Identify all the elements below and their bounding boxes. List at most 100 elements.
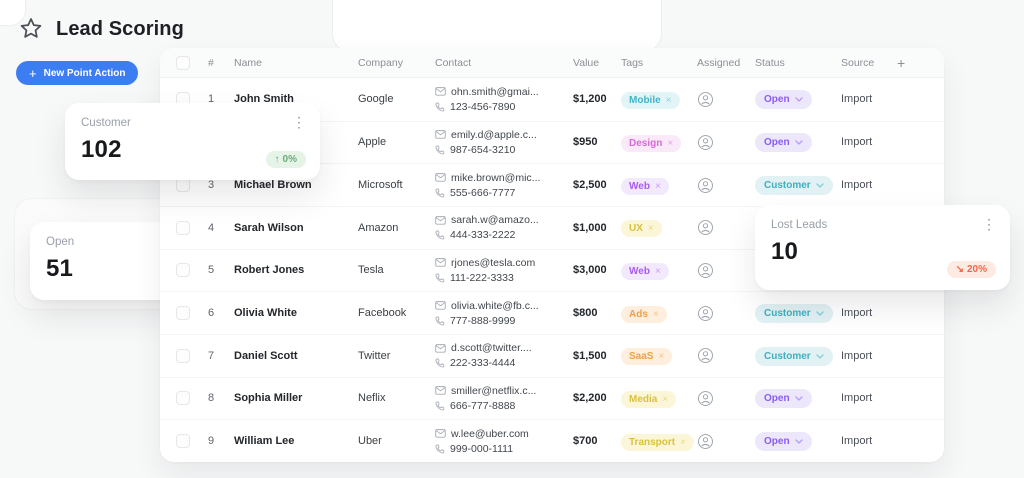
background-card-decoration bbox=[332, 0, 662, 52]
lead-contact: smiller@netflix.c... 666-777-8888 bbox=[435, 385, 573, 412]
phone-icon bbox=[435, 316, 445, 326]
lead-company: Facebook bbox=[358, 307, 407, 320]
leads-table: # Name Company Contact Value Tags Assign… bbox=[160, 48, 944, 462]
assignee-avatar-icon[interactable] bbox=[697, 177, 714, 194]
status-dropdown[interactable]: Customer bbox=[755, 304, 833, 324]
status-label: Customer bbox=[764, 350, 811, 362]
tag-pill[interactable]: SaaS × bbox=[621, 348, 673, 366]
status-dropdown[interactable]: Open bbox=[755, 90, 812, 110]
tag-pill[interactable]: Media × bbox=[621, 390, 677, 408]
tag-label: Transport bbox=[629, 436, 676, 448]
assigned-cell bbox=[697, 433, 755, 450]
tag-remove-icon[interactable]: × bbox=[680, 436, 686, 448]
contact-email: mike.brown@mic... bbox=[435, 172, 573, 184]
row-checkbox[interactable] bbox=[176, 391, 190, 406]
select-all-checkbox[interactable] bbox=[176, 55, 190, 70]
lead-company: Neflix bbox=[358, 392, 386, 405]
tag-remove-icon[interactable]: × bbox=[662, 393, 669, 405]
row-checkbox[interactable] bbox=[176, 348, 190, 363]
status-dropdown[interactable]: Customer bbox=[755, 176, 833, 196]
row-checkbox[interactable] bbox=[176, 220, 190, 235]
lead-company: Tesla bbox=[358, 264, 384, 277]
tag-remove-icon[interactable]: × bbox=[667, 137, 674, 149]
status-dropdown[interactable]: Open bbox=[755, 389, 812, 409]
new-point-action-button[interactable]: + New Point Action bbox=[16, 61, 139, 85]
status-dropdown[interactable]: Customer bbox=[755, 346, 833, 366]
assignee-avatar-icon[interactable] bbox=[697, 347, 714, 364]
email-icon bbox=[435, 130, 446, 140]
column-header-name: Name bbox=[234, 56, 263, 69]
assignee-avatar-icon[interactable] bbox=[697, 390, 714, 407]
assignee-avatar-icon[interactable] bbox=[697, 134, 714, 151]
row-checkbox[interactable] bbox=[176, 178, 190, 193]
row-checkbox[interactable] bbox=[176, 263, 190, 278]
lead-contact: sarah.w@amazo... 444-333-2222 bbox=[435, 214, 573, 241]
tags-cell: Ads × bbox=[621, 304, 697, 323]
page-header: Lead Scoring bbox=[18, 16, 184, 42]
add-column-button[interactable]: + bbox=[897, 54, 906, 71]
row-checkbox[interactable] bbox=[176, 306, 190, 321]
tag-remove-icon[interactable]: × bbox=[654, 265, 661, 277]
tag-pill[interactable]: Ads × bbox=[621, 305, 667, 323]
tag-pill[interactable]: Web × bbox=[621, 177, 669, 195]
tag-remove-icon[interactable]: × bbox=[665, 94, 672, 106]
assigned-cell bbox=[697, 262, 755, 279]
phone-text: 777-888-9999 bbox=[450, 314, 516, 327]
column-header-contact: Contact bbox=[435, 56, 472, 69]
contact-email: rjones@tesla.com bbox=[435, 257, 573, 269]
stat-label: Lost Leads bbox=[771, 219, 828, 231]
stat-card-customer: Customer ⋮ 102 ↑ 0% bbox=[65, 103, 320, 180]
row-number: 3 bbox=[208, 179, 215, 192]
card-menu-button[interactable]: ⋮ bbox=[982, 216, 996, 232]
tag-remove-icon[interactable]: × bbox=[658, 351, 665, 363]
tag-pill[interactable]: Web × bbox=[621, 262, 669, 280]
lead-source: Import bbox=[841, 392, 873, 405]
assignee-avatar-icon[interactable] bbox=[697, 305, 714, 322]
contact-phone: 777-888-9999 bbox=[435, 315, 573, 327]
table-row: 1 John Smith Google ohn.smith@gmai... 12… bbox=[160, 78, 944, 121]
tag-remove-icon[interactable]: × bbox=[647, 223, 654, 235]
status-dropdown[interactable]: Open bbox=[755, 432, 812, 452]
assignee-avatar-icon[interactable] bbox=[697, 433, 714, 450]
column-header-status: Status bbox=[755, 56, 785, 69]
tag-label: UX bbox=[629, 223, 643, 235]
tags-cell: Media × bbox=[621, 389, 697, 408]
table-row: 6 Olivia White Facebook olivia.white@fb.… bbox=[160, 291, 944, 334]
lead-contact: emily.d@apple.c... 987-654-3210 bbox=[435, 129, 573, 156]
status-label: Customer bbox=[764, 308, 811, 320]
status-label: Open bbox=[764, 94, 790, 106]
assignee-avatar-icon[interactable] bbox=[697, 219, 714, 236]
lead-name: Olivia White bbox=[234, 307, 297, 320]
lead-source: Import bbox=[841, 179, 873, 192]
row-checkbox[interactable] bbox=[176, 434, 190, 449]
email-text: mike.brown@mic... bbox=[451, 171, 541, 184]
trend-text: 20% bbox=[966, 264, 987, 275]
chevron-down-icon bbox=[794, 140, 803, 146]
assignee-avatar-icon[interactable] bbox=[697, 262, 714, 279]
assignee-avatar-icon[interactable] bbox=[697, 91, 714, 108]
phone-icon bbox=[435, 188, 445, 198]
lead-contact: d.scott@twitter.... 222-333-4444 bbox=[435, 342, 573, 369]
contact-phone: 555-666-7777 bbox=[435, 187, 573, 199]
trend-badge: ↘ 20% bbox=[946, 261, 996, 278]
tag-remove-icon[interactable]: × bbox=[654, 180, 661, 192]
tag-pill[interactable]: Transport × bbox=[621, 433, 694, 451]
table-row: 5 Robert Jones Tesla rjones@tesla.com 11… bbox=[160, 248, 944, 292]
lead-value: $950 bbox=[573, 136, 598, 149]
tag-remove-icon[interactable]: × bbox=[652, 308, 659, 320]
chevron-down-icon bbox=[794, 396, 803, 402]
status-label: Open bbox=[764, 393, 790, 405]
tag-pill[interactable]: Design × bbox=[621, 134, 682, 152]
trend-badge: ↑ 0% bbox=[265, 151, 306, 168]
tag-pill[interactable]: Mobile × bbox=[621, 91, 680, 109]
status-label: Open bbox=[764, 137, 790, 149]
lead-value: $3,000 bbox=[573, 264, 607, 277]
card-menu-button[interactable]: ⋮ bbox=[292, 114, 306, 130]
status-cell: Open bbox=[755, 431, 841, 452]
lead-company: Apple bbox=[358, 136, 387, 149]
table-row: 9 William Lee Uber w.lee@uber.com 999-00… bbox=[160, 419, 944, 462]
phone-text: 123-456-7890 bbox=[450, 100, 516, 113]
tag-pill[interactable]: UX × bbox=[621, 220, 662, 238]
plus-icon: + bbox=[29, 65, 37, 81]
status-dropdown[interactable]: Open bbox=[755, 133, 812, 153]
